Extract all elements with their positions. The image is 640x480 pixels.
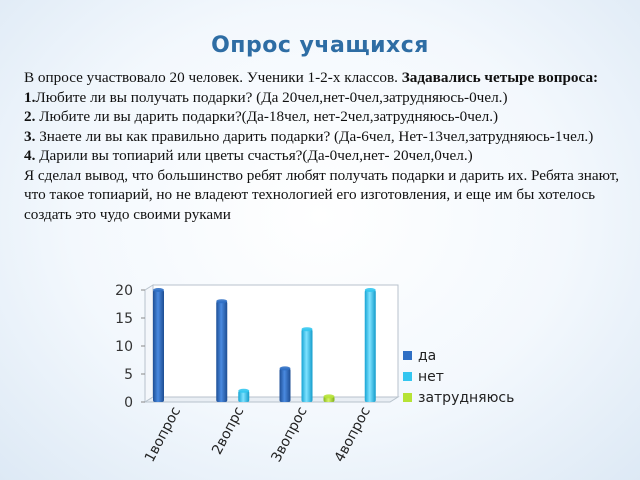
bar-да-1вопрос: [153, 290, 164, 402]
x-tick-label-4: 4вопрос: [332, 404, 374, 465]
chart-legend: да нет затрудняюсь: [403, 345, 514, 408]
question-2: 2. Любите ли вы дарить подарки?(Да-18чел…: [24, 107, 624, 127]
legend-item-3: затрудняюсь: [403, 387, 514, 408]
chart-back-wall: [152, 284, 399, 398]
bar-нет-4вопрос: [364, 290, 376, 402]
legend-item-1: да: [403, 345, 514, 366]
question-number: 4.: [24, 147, 36, 164]
question-1: 1.Любите ли вы получать подарки? (Да 20ч…: [24, 88, 624, 108]
x-tick-label-3: 3вопрос: [268, 404, 310, 465]
y-tick-label: 15: [115, 311, 133, 327]
bar-top-нет-2вопрс: [238, 388, 250, 393]
conclusion-paragraph: Я сделал вывод, что большинство ребят лю…: [24, 166, 620, 223]
x-tick-label-1: 1вопрос: [142, 404, 184, 465]
y-tick-label: 5: [124, 367, 133, 383]
x-tick-label-2: 2вопрс: [209, 404, 247, 457]
bar-top-да-2вопрс: [216, 299, 228, 304]
bar-да-3вопрос: [279, 368, 291, 402]
legend-label: нет: [418, 368, 444, 385]
slide-title: Опрос учащихся: [211, 33, 429, 58]
legend-swatch: [403, 393, 412, 402]
legend-swatch: [403, 351, 412, 360]
question-3: 3. Знаете ли вы как правильно дарить под…: [24, 127, 624, 147]
intro-bold-text: Задавались четыре вопроса:: [401, 69, 599, 86]
question-number: 3.: [24, 127, 36, 145]
bar-top-да-1вопрос: [153, 288, 164, 292]
bar-нет-2вопрс: [238, 390, 250, 402]
intro-text: В опросе участвовало 20 человек. Ученики…: [24, 69, 398, 86]
question-number: 2.: [24, 108, 36, 125]
legend-swatch: [403, 372, 412, 381]
y-tick-label: 0: [124, 395, 133, 411]
bar-top-затрудняюсь-3вопрос: [323, 394, 335, 399]
legend-label: да: [418, 347, 437, 364]
question-text: Любите ли вы получать подарки? (Да 20чел…: [35, 88, 508, 106]
chart-floor: [143, 396, 400, 403]
bar-да-2вопрс: [216, 301, 228, 402]
chart-side-wall: [144, 284, 154, 403]
question-number: 1.: [24, 88, 36, 106]
y-tick-label: 20: [115, 283, 133, 299]
legend-item-2: нет: [403, 366, 514, 387]
legend-label: затрудняюсь: [418, 389, 515, 406]
bar-нет-3вопрос: [301, 329, 313, 402]
bar-top-нет-3вопрос: [301, 327, 313, 332]
intro-paragraph: В опросе участвовало 20 человек. Ученики…: [24, 68, 624, 88]
bar-top-нет-4вопрос: [364, 288, 376, 292]
y-tick-label: 10: [115, 339, 133, 355]
question-text: Любите ли вы дарить подарки?(Да-18чел, н…: [39, 108, 499, 125]
question-text: Дарили вы топиарий или цветы счастья?(Да…: [39, 147, 473, 164]
bar-top-да-3вопрос: [279, 366, 291, 371]
slide-text: В опросе участвовало 20 человек. Ученики…: [24, 68, 624, 224]
question-text: Знаете ли вы как правильно дарить подарк…: [39, 127, 594, 145]
question-4: 4. Дарили вы топиарий или цветы счастья?…: [24, 146, 624, 166]
